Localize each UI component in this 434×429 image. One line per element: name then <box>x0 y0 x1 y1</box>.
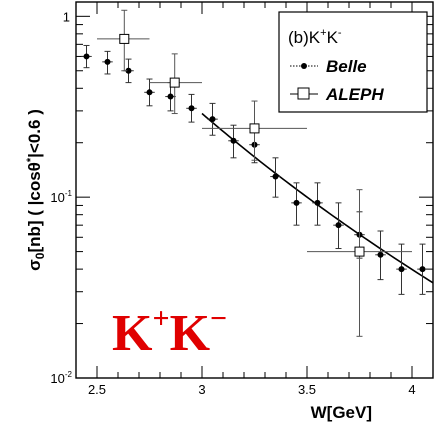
legend-aleph-label: ALEPH <box>325 85 384 104</box>
belle-point <box>377 251 384 258</box>
series-aleph <box>97 9 412 337</box>
x-tick-label: 2.5 <box>88 382 106 397</box>
aleph-point <box>169 77 180 88</box>
legend-aleph-marker <box>297 87 310 100</box>
belle-point <box>230 137 237 144</box>
y-label-subscript: 0 <box>33 252 47 259</box>
belle-point <box>314 199 321 206</box>
x-tick-labels: 2.5 3 3.5 4 <box>88 382 416 397</box>
plot-frame <box>75 1 434 379</box>
x-tick-label: 4 <box>408 382 415 397</box>
aleph-point <box>119 33 130 44</box>
belle-point <box>104 58 111 65</box>
x-tick-label: 3 <box>198 382 205 397</box>
axis-ticks <box>75 2 434 379</box>
aleph-point <box>249 123 260 134</box>
belle-point <box>146 89 153 96</box>
legend-entry-belle: Belle <box>290 57 367 76</box>
y-tick-label: 10-1 <box>50 189 72 205</box>
annotation-kk: K+K− <box>112 302 227 362</box>
belle-point <box>188 105 195 112</box>
legend-entry-aleph: ALEPH <box>290 85 384 104</box>
belle-point <box>167 93 174 100</box>
x-tick-label: 3.5 <box>298 382 316 397</box>
y-tick-label: 10-2 <box>50 370 72 386</box>
belle-point <box>209 116 216 123</box>
x-axis-label: W[GeV] <box>311 403 372 422</box>
legend-belle-label: Belle <box>326 57 367 76</box>
y-tick-labels: 1 10-1 10-2 <box>50 9 72 386</box>
belle-point <box>335 222 342 229</box>
legend-belle-marker <box>301 63 307 69</box>
belle-point <box>398 266 405 273</box>
belle-point <box>83 53 90 60</box>
aleph-point <box>354 246 365 257</box>
legend-title: (b)K+K- <box>288 27 342 47</box>
y-tick-label: 1 <box>63 9 70 24</box>
belle-point <box>272 173 279 180</box>
belle-point <box>419 266 426 273</box>
belle-point <box>293 199 300 206</box>
legend: (b)K+K- Belle ALEPH <box>278 11 428 113</box>
data-points <box>81 9 428 337</box>
belle-point <box>125 67 132 74</box>
y-axis-label: σ0[nb] ( |cosθ*|<0.6 ) <box>25 109 47 271</box>
